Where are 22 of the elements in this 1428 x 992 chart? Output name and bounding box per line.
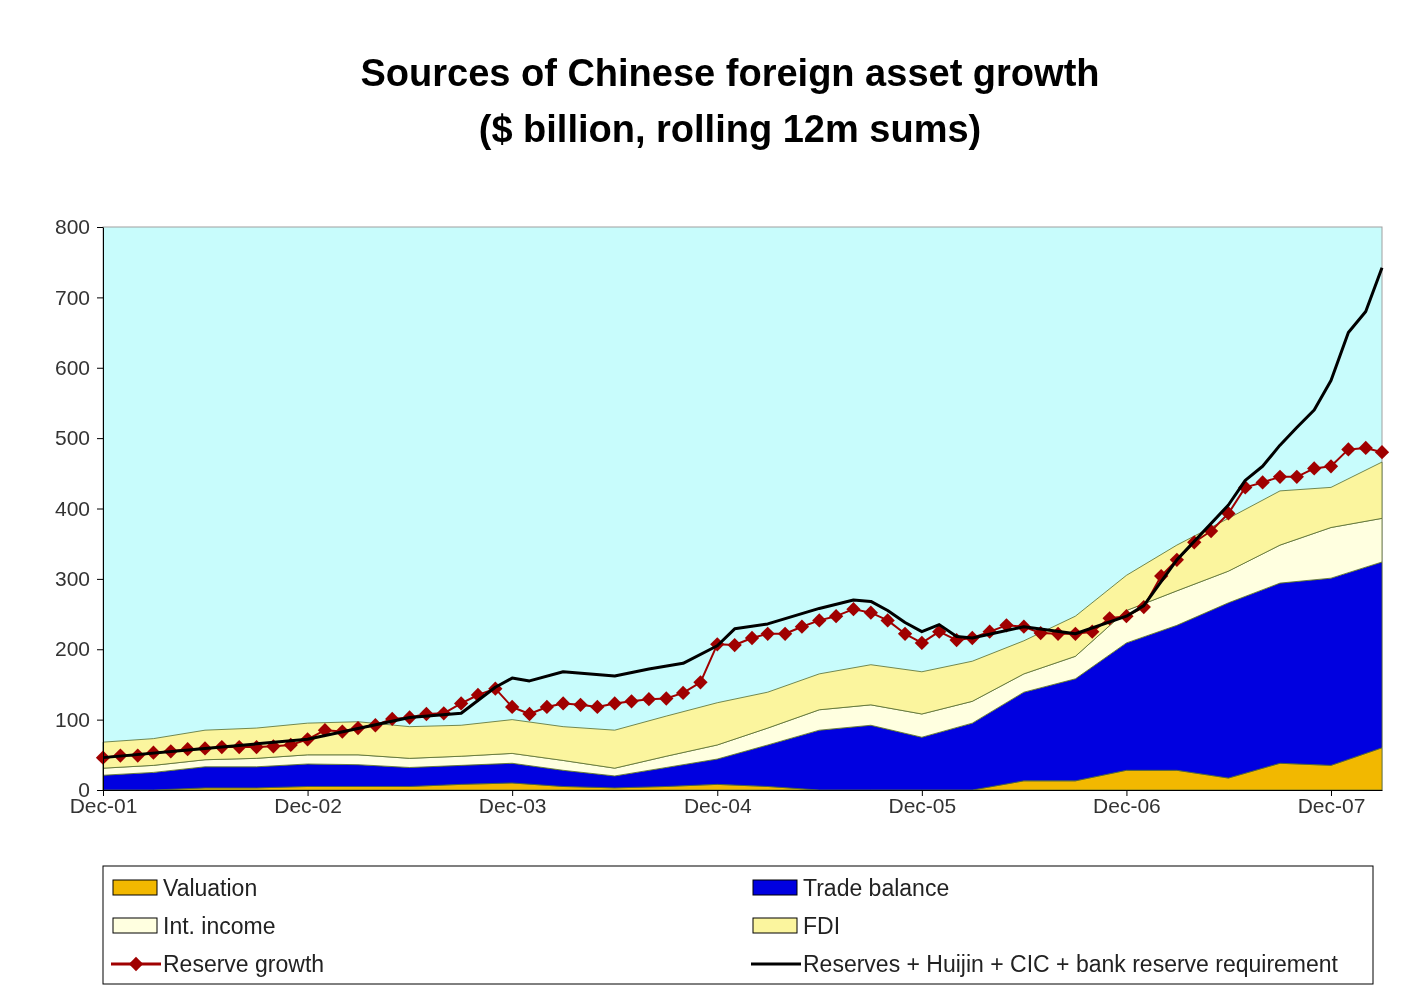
chart-title: Sources of Chinese foreign asset growth <box>360 52 1100 94</box>
y-tick-label: 200 <box>54 637 90 661</box>
x-tick-label: Dec-02 <box>274 794 342 817</box>
y-tick-label: 700 <box>54 285 90 309</box>
x-tick-label: Dec-06 <box>1093 794 1161 817</box>
x-tick-label: Dec-05 <box>888 794 957 817</box>
y-tick-label: 400 <box>54 496 90 520</box>
x-tick-label: Dec-07 <box>1297 794 1366 817</box>
legend-label: Int. income <box>163 913 276 939</box>
y-tick-label: 100 <box>54 707 90 731</box>
legend-label: Trade balance <box>803 875 950 901</box>
x-tick-label: Dec-03 <box>478 794 547 817</box>
y-tick-label: 800 <box>54 215 90 239</box>
y-tick-label: 300 <box>54 567 90 591</box>
legend-label: FDI <box>803 913 841 939</box>
y-tick-label: 600 <box>54 355 90 379</box>
y-tick-label: 500 <box>54 426 90 450</box>
chart-subtitle: ($ billion, rolling 12m sums) <box>478 108 982 150</box>
x-tick-label: Dec-04 <box>683 794 752 817</box>
legend-label: Valuation <box>163 875 258 901</box>
legend-label: Reserves + Huijin + CIC + bank reserve requirement <box>803 951 1339 977</box>
legend-label: Reserve growth <box>163 951 325 977</box>
